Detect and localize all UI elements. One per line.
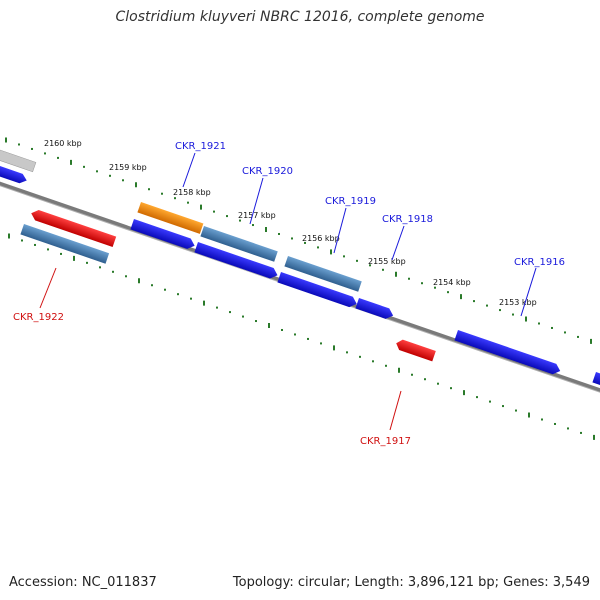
genome-summary-text: Topology: circular; Length: 3,896,121 bp… — [232, 575, 590, 590]
scale-ticks-lower — [8, 233, 595, 440]
label-ckr-1921: CKR_1921 — [175, 141, 226, 152]
gene-ckr-1922[interactable] — [20, 224, 110, 264]
scale-label-2157: 2157 kbp — [238, 211, 276, 220]
gene-gray-partial[interactable] — [0, 146, 37, 173]
genome-title: Clostridium kluyveri NBRC 12016, complet… — [115, 9, 485, 25]
gene-blue-a[interactable] — [130, 219, 196, 251]
scale-label-2158: 2158 kbp — [173, 188, 211, 197]
gene-ckr-1918[interactable] — [355, 298, 395, 321]
gene-ckr-1920[interactable] — [200, 226, 278, 262]
label-ckr-1916: CKR_1916 — [514, 257, 565, 268]
label-ckr-1918: CKR_1918 — [382, 214, 433, 225]
scale-label-2154: 2154 kbp — [433, 278, 471, 287]
scale-label-2160: 2160 kbp — [44, 139, 82, 148]
accession-text: Accession: NC_011837 — [9, 575, 157, 590]
gene-ckr-1921[interactable] — [137, 202, 204, 234]
scale-label-2153: 2153 kbp — [499, 298, 537, 307]
gene-ckr-1916[interactable] — [454, 330, 562, 376]
gene-ckr-1919[interactable] — [284, 256, 362, 292]
scale-ticks-upper — [5, 137, 592, 344]
label-ckr-1917: CKR_1917 — [360, 436, 411, 447]
scale-label-2156: 2156 kbp — [302, 234, 340, 243]
label-ckr-1922: CKR_1922 — [13, 312, 64, 323]
scale-label-2155: 2155 kbp — [368, 257, 406, 266]
gene-ckr-1917[interactable] — [394, 338, 436, 362]
gene-blue-c[interactable] — [277, 272, 358, 309]
scale-label-2159: 2159 kbp — [109, 163, 147, 172]
gene-blue-partial-left[interactable] — [0, 162, 28, 185]
gene-blue-b[interactable] — [194, 242, 279, 280]
gene-blue-partial-right[interactable] — [592, 372, 600, 389]
label-ckr-1920: CKR_1920 — [242, 166, 293, 177]
label-ckr-1919: CKR_1919 — [325, 196, 376, 207]
gene-red-upper[interactable] — [29, 208, 117, 248]
